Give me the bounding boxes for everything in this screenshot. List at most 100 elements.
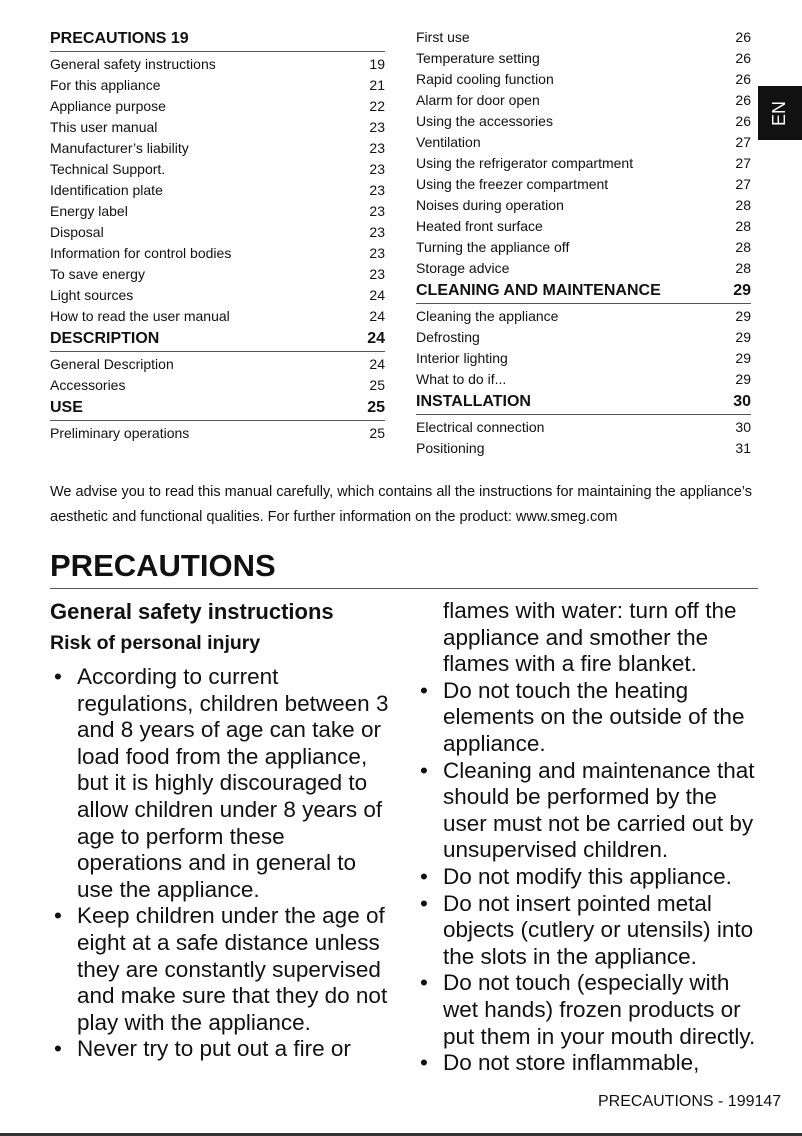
toc-label: Accessories [50,377,126,393]
toc-section: USE 25 [50,396,385,421]
toc-label: PRECAUTIONS 19 [50,30,189,47]
toc-label: What to do if... [416,371,507,387]
toc-label: General Description [50,356,174,372]
toc-page-number: 24 [369,308,385,324]
subheading: Risk of personal injury [50,632,261,654]
toc-label: Storage advice [416,260,510,276]
toc-label: Ventilation [416,134,481,150]
bullet-item: Do not touch the heating elements on the… [416,678,756,758]
toc-label: Preliminary operations [50,425,190,441]
toc-label: Light sources [50,287,134,303]
toc-section: PRECAUTIONS 19 [50,27,385,52]
toc-page-number: 26 [735,50,751,66]
toc-page-number: 26 [735,71,751,87]
toc-page-number: 23 [369,245,385,261]
toc-label: Heated front surface [416,218,543,234]
toc-page-number: 24 [367,330,385,347]
toc-label: For this appliance [50,77,161,93]
toc-entry: General Description 24 [50,354,385,375]
toc-entry: Energy label 23 [50,201,385,222]
toc-page-number: 27 [735,155,751,171]
bullet-item: Do not store inflammable, [416,1050,756,1077]
toc-page-number: 19 [369,56,385,72]
toc-entry: What to do if... 29 [416,369,751,390]
language-tab: EN [758,86,802,140]
toc-page-number: 26 [735,92,751,108]
bullet-item: Do not insert pointed metal objects (cut… [416,891,756,971]
bullet-item: Keep children under the age of eight at … [50,903,390,1036]
toc-page-number: 29 [735,308,751,324]
toc-entry: Disposal 23 [50,222,385,243]
section-title: General safety instructions [50,599,334,624]
right-column: flames with water: turn off the applianc… [416,598,756,1077]
toc-page-number: 22 [369,98,385,114]
toc-page-number: 27 [735,134,751,150]
toc-section: DESCRIPTION 24 [50,327,385,352]
toc-entry: How to read the user manual 24 [50,306,385,327]
toc-entry: Manufacturer’s liability 23 [50,138,385,159]
bullet-list-right: Do not touch the heating elements on the… [416,678,756,1077]
toc-label: Identification plate [50,182,163,198]
toc-entry: Cleaning the appliance 29 [416,306,751,327]
toc-left: PRECAUTIONS 19 General safety instruction… [50,27,385,444]
toc-label: To save energy [50,266,145,282]
toc-entry: Appliance purpose 22 [50,96,385,117]
toc-entry: Temperature setting 26 [416,48,751,69]
toc-label: Using the accessories [416,113,553,129]
toc-entry: This user manual 23 [50,117,385,138]
toc-entry: Preliminary operations 25 [50,423,385,444]
toc-label: CLEANING AND MAINTENANCE [416,282,661,299]
toc-label: Alarm for door open [416,92,540,108]
toc-entry: First use 26 [416,27,751,48]
toc-label: Technical Support. [50,161,166,177]
toc-label: Positioning [416,440,485,456]
toc-entry: Information for control bodies 23 [50,243,385,264]
toc-page-number: 23 [369,203,385,219]
toc-entry: Electrical connection 30 [416,417,751,438]
toc-page-number: 23 [369,140,385,156]
toc-entry: Using the freezer compartment 27 [416,174,751,195]
intro-text: We advise you to read this manual carefu… [50,484,753,525]
toc-entry: Defrosting 29 [416,327,751,348]
toc-page-number: 25 [369,425,385,441]
bullet-list-left: According to current regulations, childr… [50,664,390,1063]
toc-page-number: 23 [369,224,385,240]
toc-page-number: 25 [367,399,385,416]
toc-label: Defrosting [416,329,480,345]
toc-entry: To save energy 23 [50,264,385,285]
toc-page-number: 28 [735,197,751,213]
toc-label: Appliance purpose [50,98,166,114]
toc-page-number: 29 [735,371,751,387]
toc-page-number: 27 [735,176,751,192]
toc-page-number: 24 [369,287,385,303]
toc-label: Energy label [50,203,128,219]
toc-page-number: 23 [369,182,385,198]
bullet-item: According to current regulations, childr… [50,664,390,903]
bullet-item: Do not modify this appliance. [416,864,756,891]
toc-page-number: 21 [369,77,385,93]
toc-label: Using the freezer compartment [416,176,609,192]
toc-page-number: 26 [735,113,751,129]
toc-label: How to read the user manual [50,308,230,324]
toc-page-number: 25 [369,377,385,393]
toc-entry: Alarm for door open 26 [416,90,751,111]
toc-label: Using the refrigerator compartment [416,155,634,171]
toc-page-number: 28 [735,260,751,276]
bullet-item: Cleaning and maintenance that should be … [416,758,756,864]
toc-page-number: 28 [735,218,751,234]
toc-page-number: 29 [733,282,751,299]
toc-label: Information for control bodies [50,245,232,261]
toc-page-number: 23 [369,266,385,282]
toc-label: Interior lighting [416,350,508,366]
toc-entry: Ventilation 27 [416,132,751,153]
toc-label: USE [50,399,83,416]
toc-page-number: 31 [735,440,751,456]
toc-entry: Accessories 25 [50,375,385,396]
toc-label: General safety instructions [50,56,216,72]
toc-page-number: 30 [733,393,751,410]
bullet-item: Do not touch (especially with wet hands)… [416,970,756,1050]
toc-page-number: 23 [369,119,385,135]
toc-entry: Noises during operation 28 [416,195,751,216]
toc-page-number: 29 [735,350,751,366]
